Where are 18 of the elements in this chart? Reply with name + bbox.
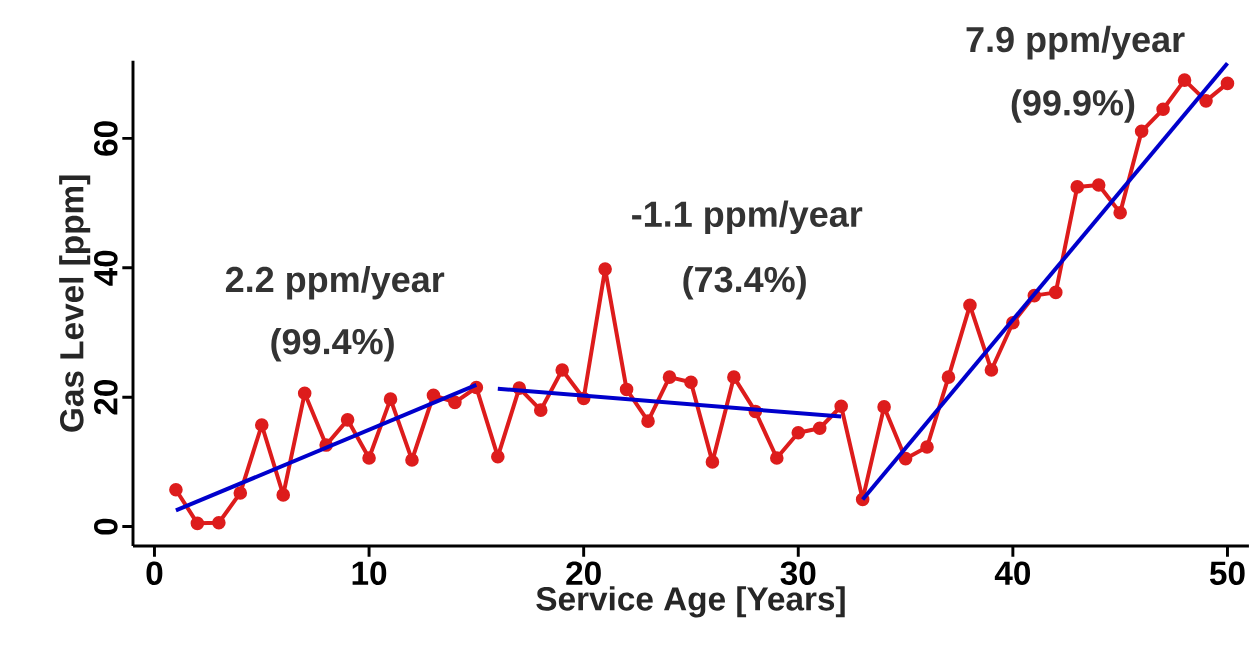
annotation: (99.9%) [1011,89,1135,123]
y-tick-label: 60 [94,121,118,156]
text: 7.9 ppm/year [966,25,1185,60]
y-tick-label: 0 [94,518,118,535]
x-tick-label: 10 [352,561,387,585]
x-tick-label: 50 [1209,561,1245,585]
x-tick-label: 30 [780,561,816,586]
annotation: (73.4%) [683,265,806,300]
annotation: (99.4%) [271,328,394,362]
x-axis-title: Service Age [Years] [536,586,845,618]
y-tick-label: 40 [94,250,118,286]
y-axis-title: Gas Level [ppm] [59,175,91,432]
annotation: 2.2 ppm/year [225,265,445,300]
x-tick-label: 20 [566,561,601,585]
annotation: -1.1 ppm/year [632,200,863,235]
y-tick-label: 20 [94,380,118,415]
x-tick-label: 0 [146,561,163,585]
x-tick-label: 40 [994,561,1031,585]
